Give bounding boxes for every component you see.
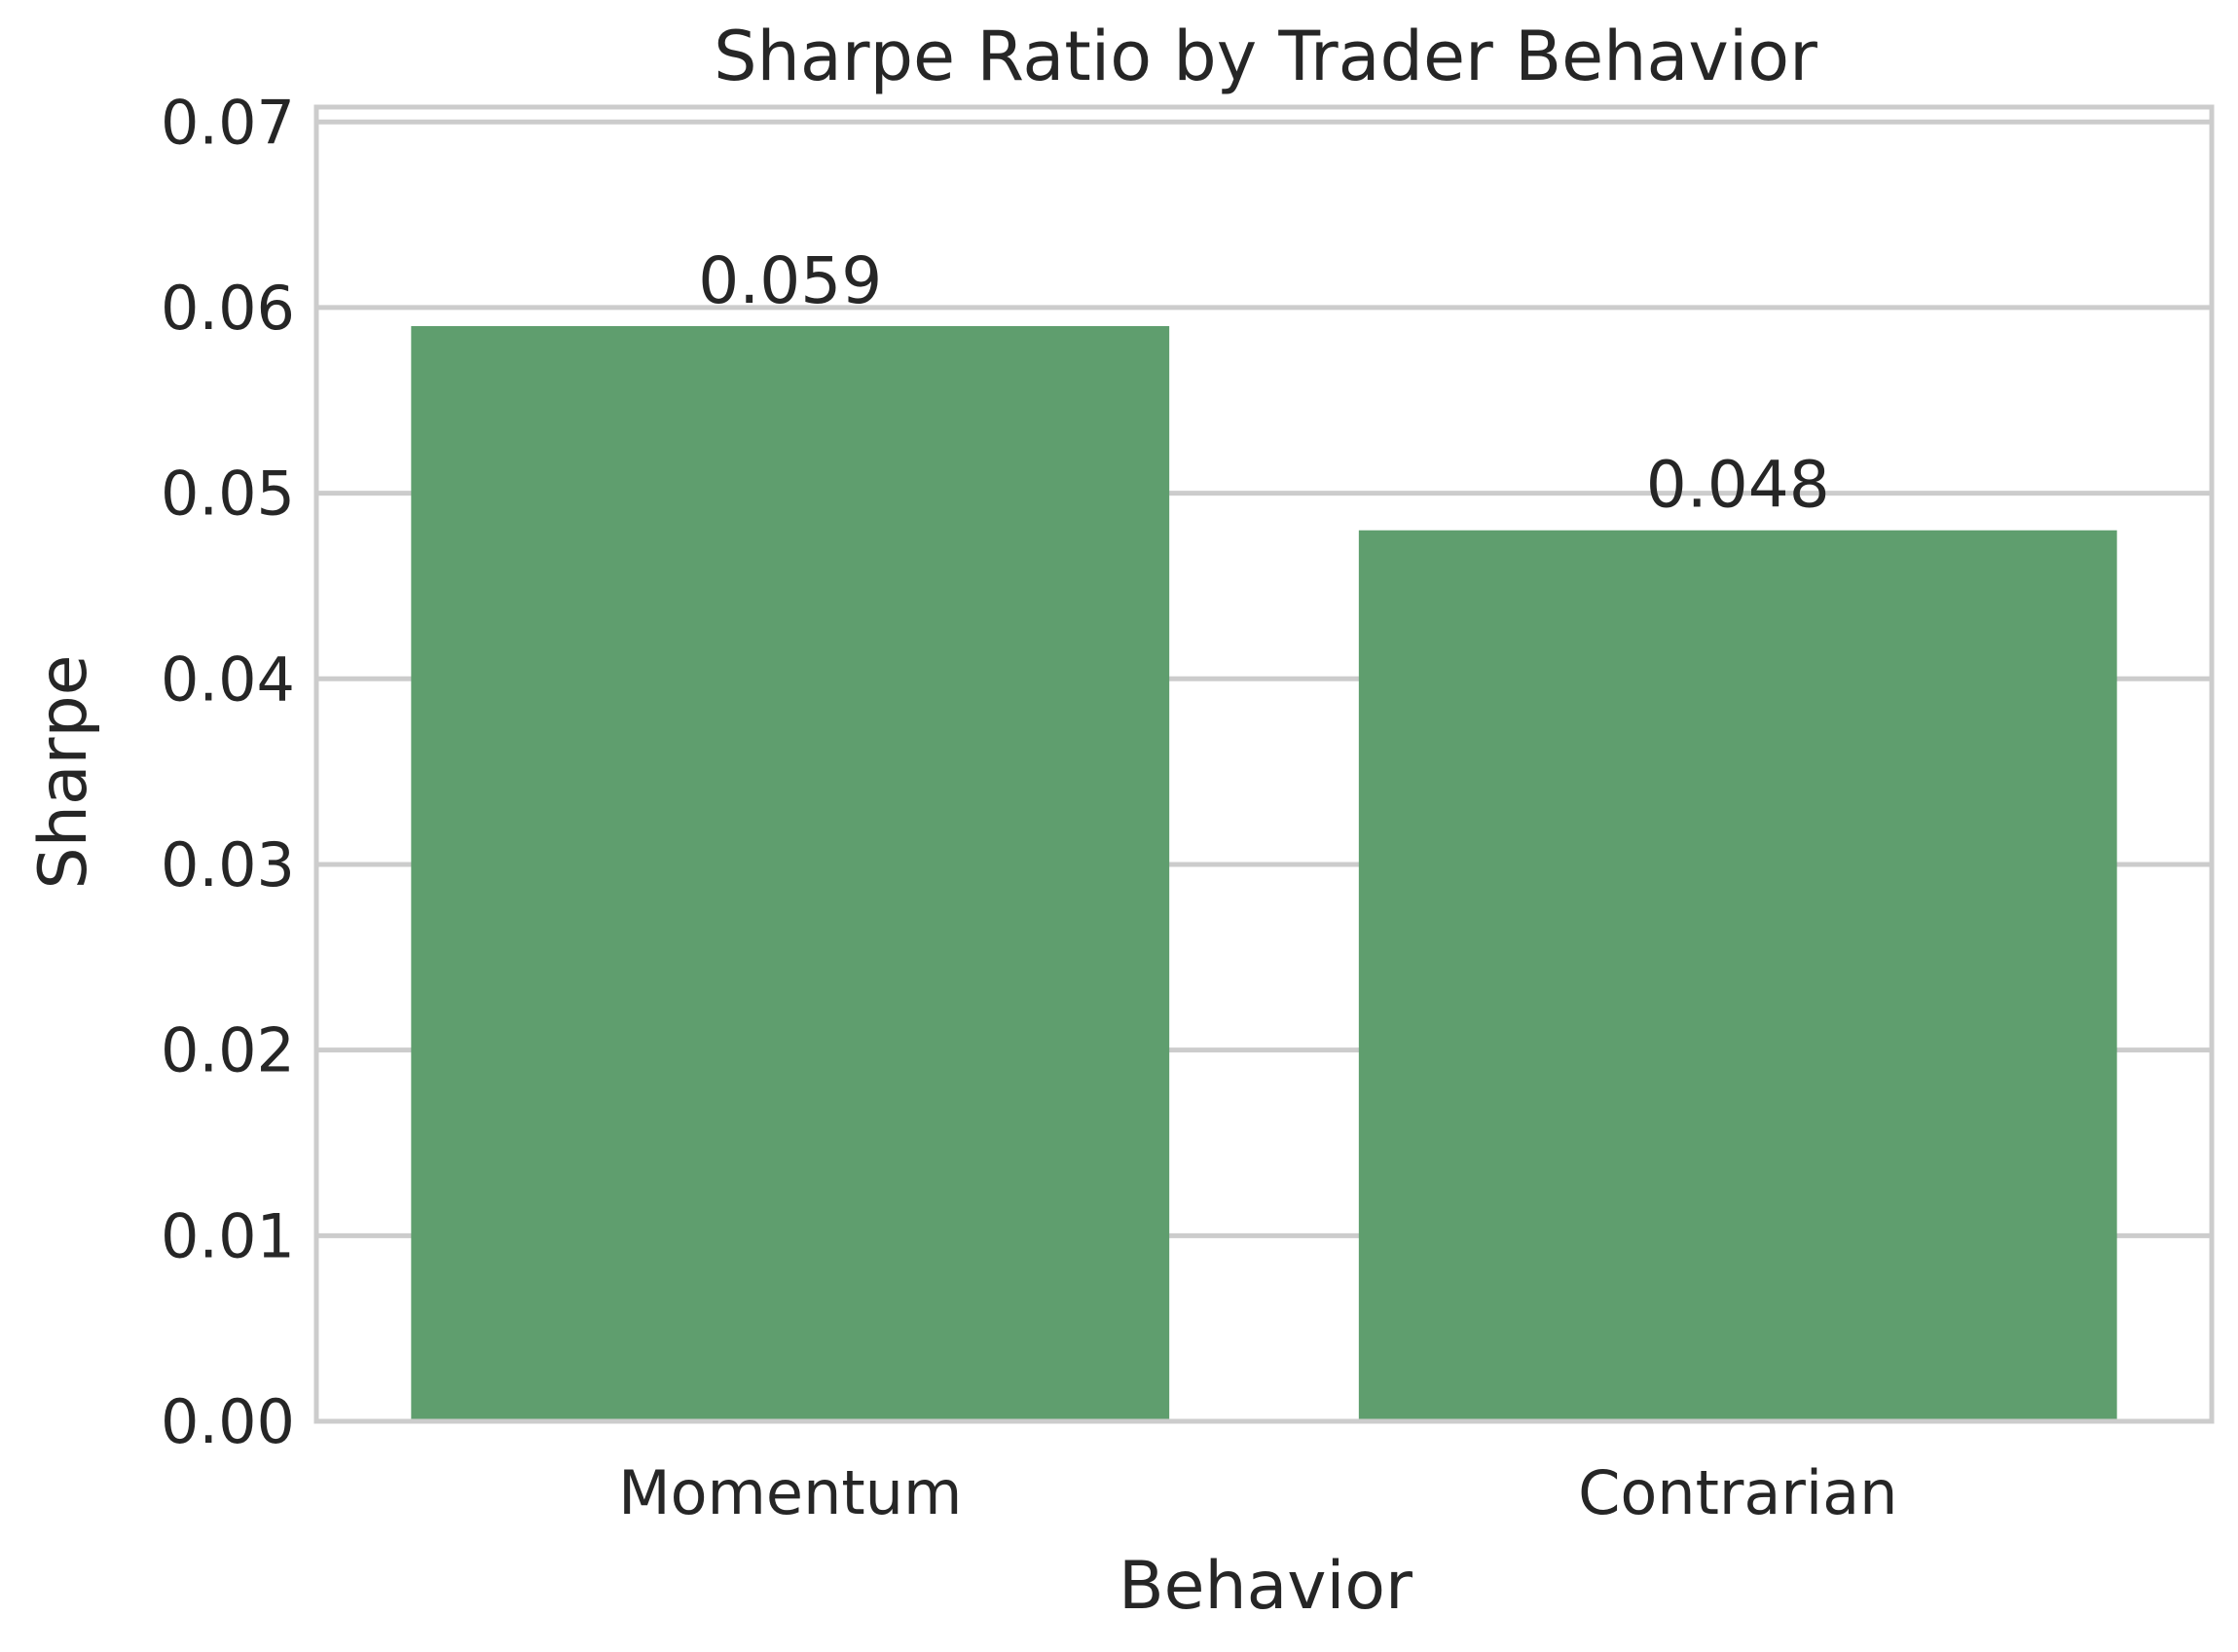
plot-frame <box>313 104 2215 1424</box>
bar-momentum <box>411 326 1170 1421</box>
y-tick-label-3: 0.03 <box>161 829 295 900</box>
x-tick-label-contrarian: Contrarian <box>1578 1457 1897 1528</box>
y-tick-label-2: 0.02 <box>161 1015 295 1086</box>
y-tick-label-0: 0.00 <box>161 1386 295 1457</box>
y-tick-label-1: 0.01 <box>161 1200 295 1271</box>
x-tick-label-momentum: Momentum <box>618 1457 962 1528</box>
bar-contrarian <box>1358 530 2117 1421</box>
y-tick-label-4: 0.04 <box>161 643 295 715</box>
chart-title: Sharpe Ratio by Trader Behavior <box>714 17 1817 96</box>
x-tick-labels: Momentum Contrarian <box>618 1457 1897 1528</box>
data-label-contrarian: 0.048 <box>1646 448 1830 523</box>
bars <box>411 326 2117 1421</box>
x-axis-label: Behavior <box>1119 1548 1413 1625</box>
y-tick-labels: 0.00 0.01 0.02 0.03 0.04 0.05 0.06 0.07 <box>161 87 295 1457</box>
data-label-momentum: 0.059 <box>698 243 882 318</box>
y-axis-label: Sharpe <box>25 655 102 890</box>
y-tick-label-6: 0.06 <box>161 273 295 344</box>
y-tick-label-5: 0.05 <box>161 459 295 530</box>
data-labels: 0.059 0.048 <box>698 243 1829 523</box>
y-tick-label-7: 0.07 <box>161 87 295 158</box>
